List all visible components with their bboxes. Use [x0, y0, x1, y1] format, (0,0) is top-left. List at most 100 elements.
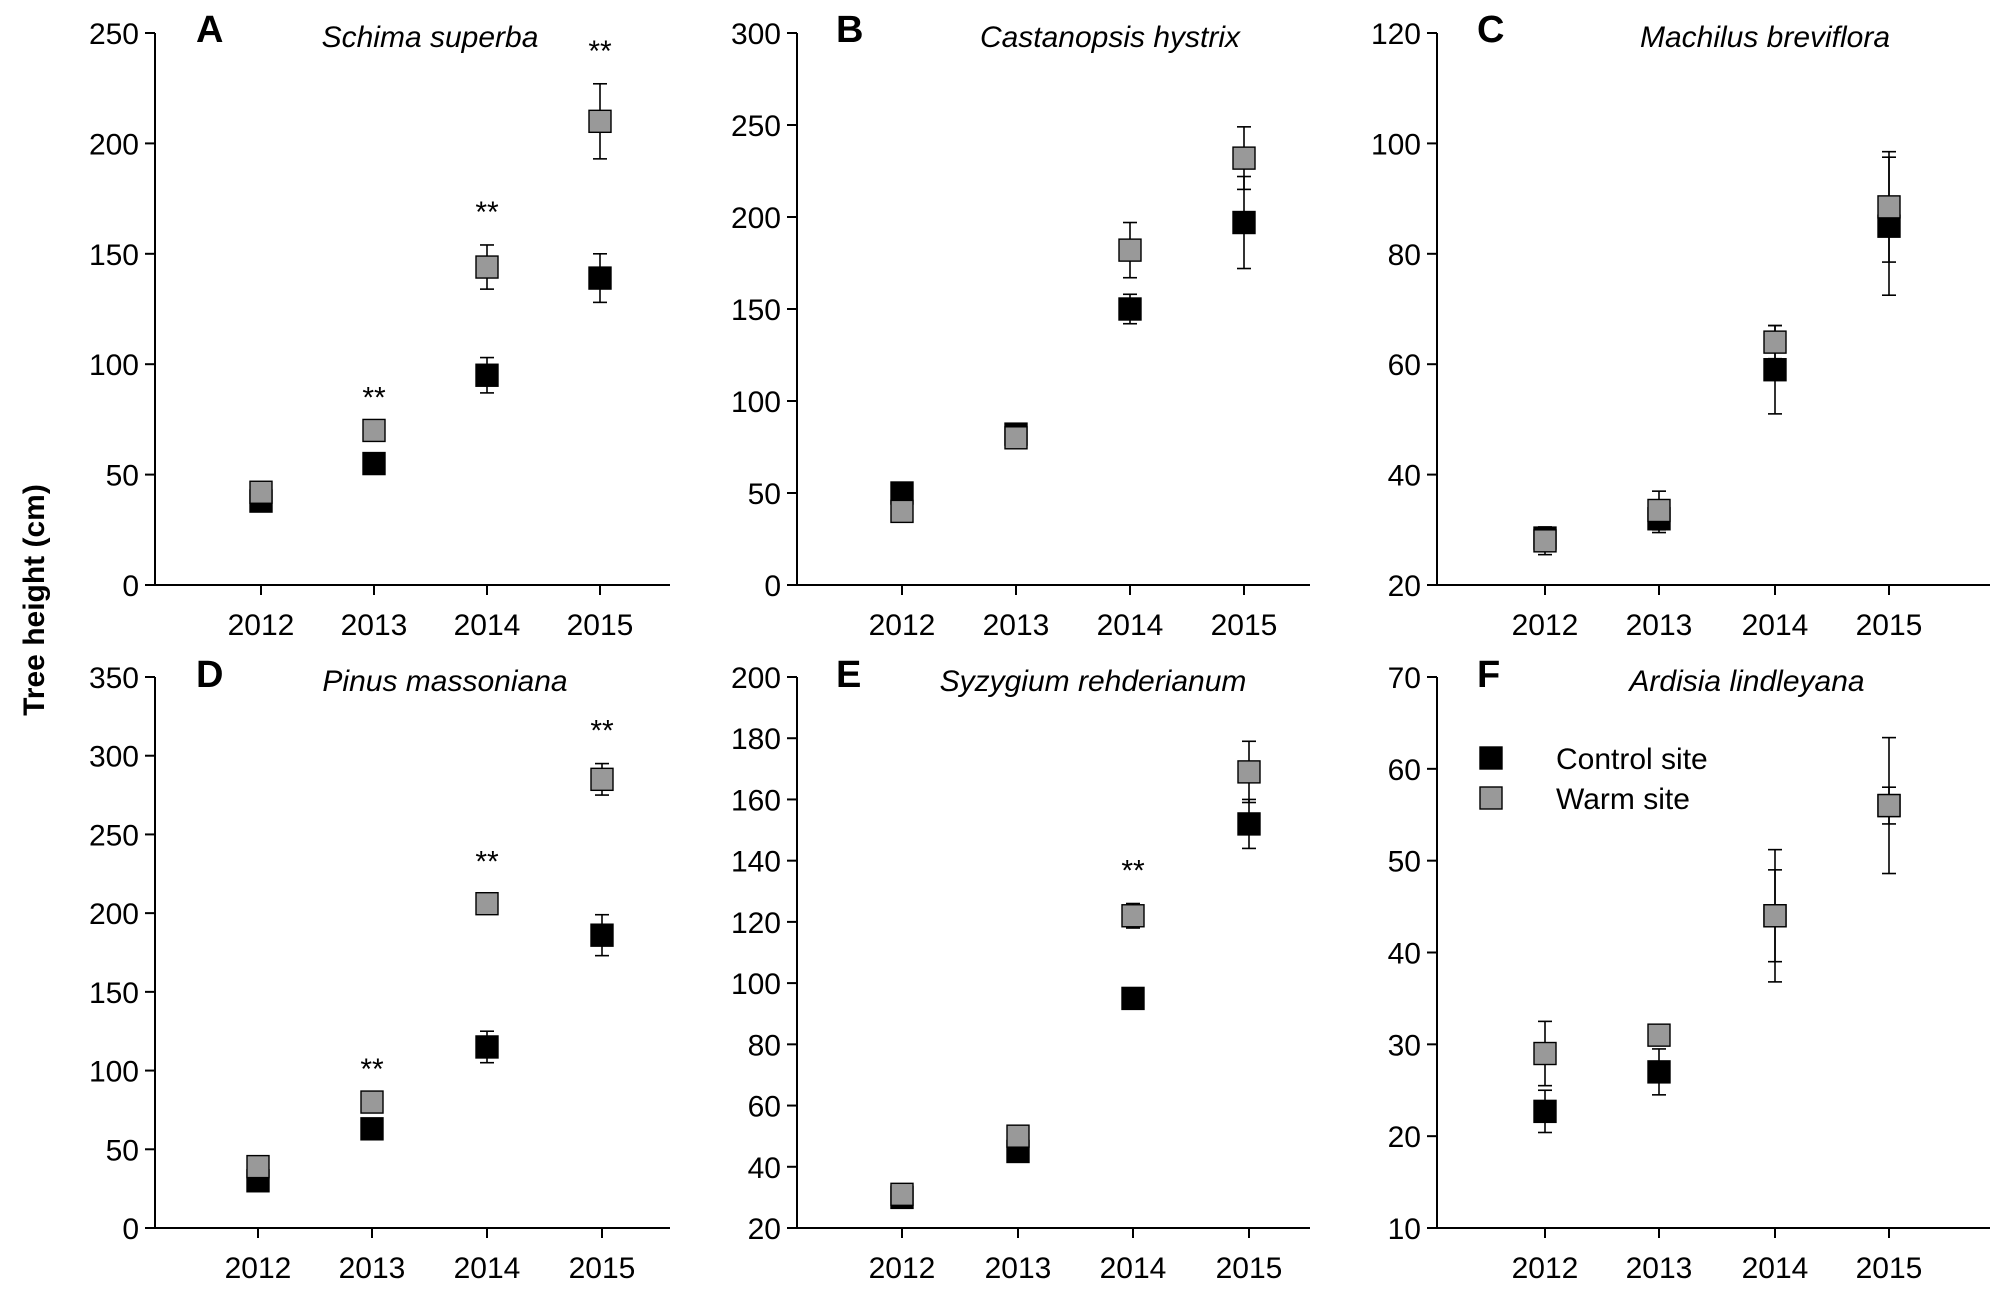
significance-mark: **: [475, 845, 499, 878]
x-tick-label: 2014: [1097, 609, 1164, 642]
y-tick-label: 60: [1388, 349, 1421, 382]
y-tick-label: 50: [106, 1134, 139, 1167]
data-point-warm: [360, 1090, 384, 1114]
data-point-warm: [1877, 195, 1901, 219]
data-point-warm: [1763, 330, 1787, 354]
data-point-control: [362, 451, 386, 476]
y-tick-label: 0: [122, 1213, 139, 1246]
y-tick-label: 160: [731, 784, 781, 817]
y-tick-label: 100: [731, 386, 781, 419]
y-tick-label: 0: [122, 570, 139, 603]
legend-swatch: [1479, 746, 1503, 770]
y-tick-label: 150: [731, 294, 781, 327]
panel-b: 0 50 100 150 200 250 300 2012 2013 2014 2015 B Casta…: [731, 9, 1310, 642]
y-tick-label: 200: [731, 662, 781, 695]
x-tick-label: 2014: [454, 1252, 521, 1285]
y-tick-label: 120: [731, 907, 781, 940]
data-point-control: [1647, 1060, 1671, 1084]
y-tick-label: 20: [1388, 1121, 1421, 1154]
y-tick-label: 70: [1388, 662, 1421, 695]
data-point-warm: [1877, 793, 1901, 818]
data-point-warm: [1763, 904, 1787, 928]
panel-letter: E: [836, 654, 861, 696]
panel-e: 20 40 60 80 100 120 140 160 180 200 2012 2013 2014 20…: [731, 654, 1310, 1285]
data-point-control: [588, 266, 612, 290]
x-tick-label: 2013: [985, 1252, 1052, 1285]
data-point-control: [475, 363, 499, 387]
species-title: Castanopsis hystrix: [980, 21, 1241, 54]
y-tick-label: 250: [89, 819, 139, 852]
x-tick-label: 2015: [569, 1252, 636, 1285]
y-tick-label: 40: [1388, 938, 1421, 971]
significance-mark: **: [1121, 855, 1145, 888]
panel-letter: F: [1477, 654, 1500, 696]
species-title: Ardisia lindleyana: [1627, 665, 1864, 698]
panel-letter: C: [1477, 9, 1504, 51]
y-tick-label: 120: [1371, 18, 1421, 51]
y-tick-label: 140: [731, 846, 781, 879]
data-point-warm: [1533, 1041, 1557, 1066]
species-title: Schima superba: [322, 21, 539, 54]
panel-c: 20 40 60 80 100 120 2012 2013 2014 2015 C Machilus …: [1371, 9, 1990, 642]
data-point-warm: [1533, 529, 1557, 553]
significance-mark: **: [475, 196, 499, 229]
x-tick-label: 2015: [1856, 1252, 1923, 1285]
data-point-control: [475, 1035, 499, 1059]
y-tick-label: 20: [1388, 570, 1421, 603]
y-tick-label: 100: [89, 349, 139, 382]
y-tick-label: 0: [764, 570, 781, 603]
y-tick-label: 80: [1388, 239, 1421, 272]
y-axis-title: Tree height (cm): [18, 484, 51, 716]
x-tick-label: 2012: [1512, 1252, 1579, 1285]
data-point-control: [1237, 812, 1261, 836]
y-tick-label: 100: [89, 1056, 139, 1089]
y-tick-label: 20: [748, 1213, 781, 1246]
x-tick-label: 2013: [1626, 609, 1693, 642]
y-tick-label: 200: [731, 202, 781, 235]
data-point-warm: [246, 1154, 270, 1179]
data-point-control: [1763, 358, 1787, 382]
data-point-warm: [1237, 760, 1261, 784]
y-tick-label: 180: [731, 723, 781, 756]
data-point-control: [1121, 986, 1145, 1011]
y-tick-label: 200: [89, 898, 139, 931]
panel-letter: B: [836, 9, 863, 51]
x-tick-label: 2012: [869, 609, 936, 642]
y-tick-label: 50: [106, 460, 139, 493]
data-point-warm: [475, 255, 499, 279]
data-point-warm: [362, 418, 386, 443]
panel-f: 10 20 30 40 50 60 70 2012 2013 2014 2015 F Ardisia l…: [1388, 654, 1990, 1285]
data-point-warm: [1647, 498, 1671, 523]
y-tick-label: 350: [89, 662, 139, 695]
y-tick-label: 300: [89, 741, 139, 774]
panel-a: 0 50 100 150 200 250 2012 2013 2014 2015 A Schima s…: [89, 9, 670, 642]
data-point-warm: [475, 891, 499, 916]
y-tick-label: 250: [89, 18, 139, 51]
data-point-warm: [1121, 904, 1145, 928]
y-tick-label: 60: [748, 1091, 781, 1124]
data-point-warm: [1004, 426, 1028, 450]
x-tick-label: 2012: [228, 609, 295, 642]
legend-label: Warm site: [1556, 783, 1690, 816]
panel-letter: D: [196, 654, 223, 696]
data-point-control: [360, 1117, 384, 1141]
y-tick-label: 300: [731, 18, 781, 51]
x-tick-label: 2015: [567, 609, 634, 642]
y-tick-label: 40: [1388, 460, 1421, 493]
panel-letter: A: [196, 9, 223, 51]
y-tick-label: 50: [1388, 846, 1421, 879]
legend: Control site Warm site: [1479, 743, 1708, 816]
species-title: Pinus massoniana: [322, 665, 567, 698]
legend-swatch: [1479, 786, 1503, 810]
data-point-warm: [890, 1182, 914, 1207]
y-tick-label: 100: [1371, 128, 1421, 161]
y-tick-label: 60: [1388, 754, 1421, 787]
y-tick-label: 10: [1388, 1213, 1421, 1246]
x-tick-label: 2015: [1216, 1252, 1283, 1285]
x-tick-label: 2014: [454, 609, 521, 642]
legend-label: Control site: [1556, 743, 1708, 776]
y-tick-label: 30: [1388, 1029, 1421, 1062]
data-point-warm: [249, 480, 273, 504]
significance-mark: **: [360, 1053, 384, 1086]
